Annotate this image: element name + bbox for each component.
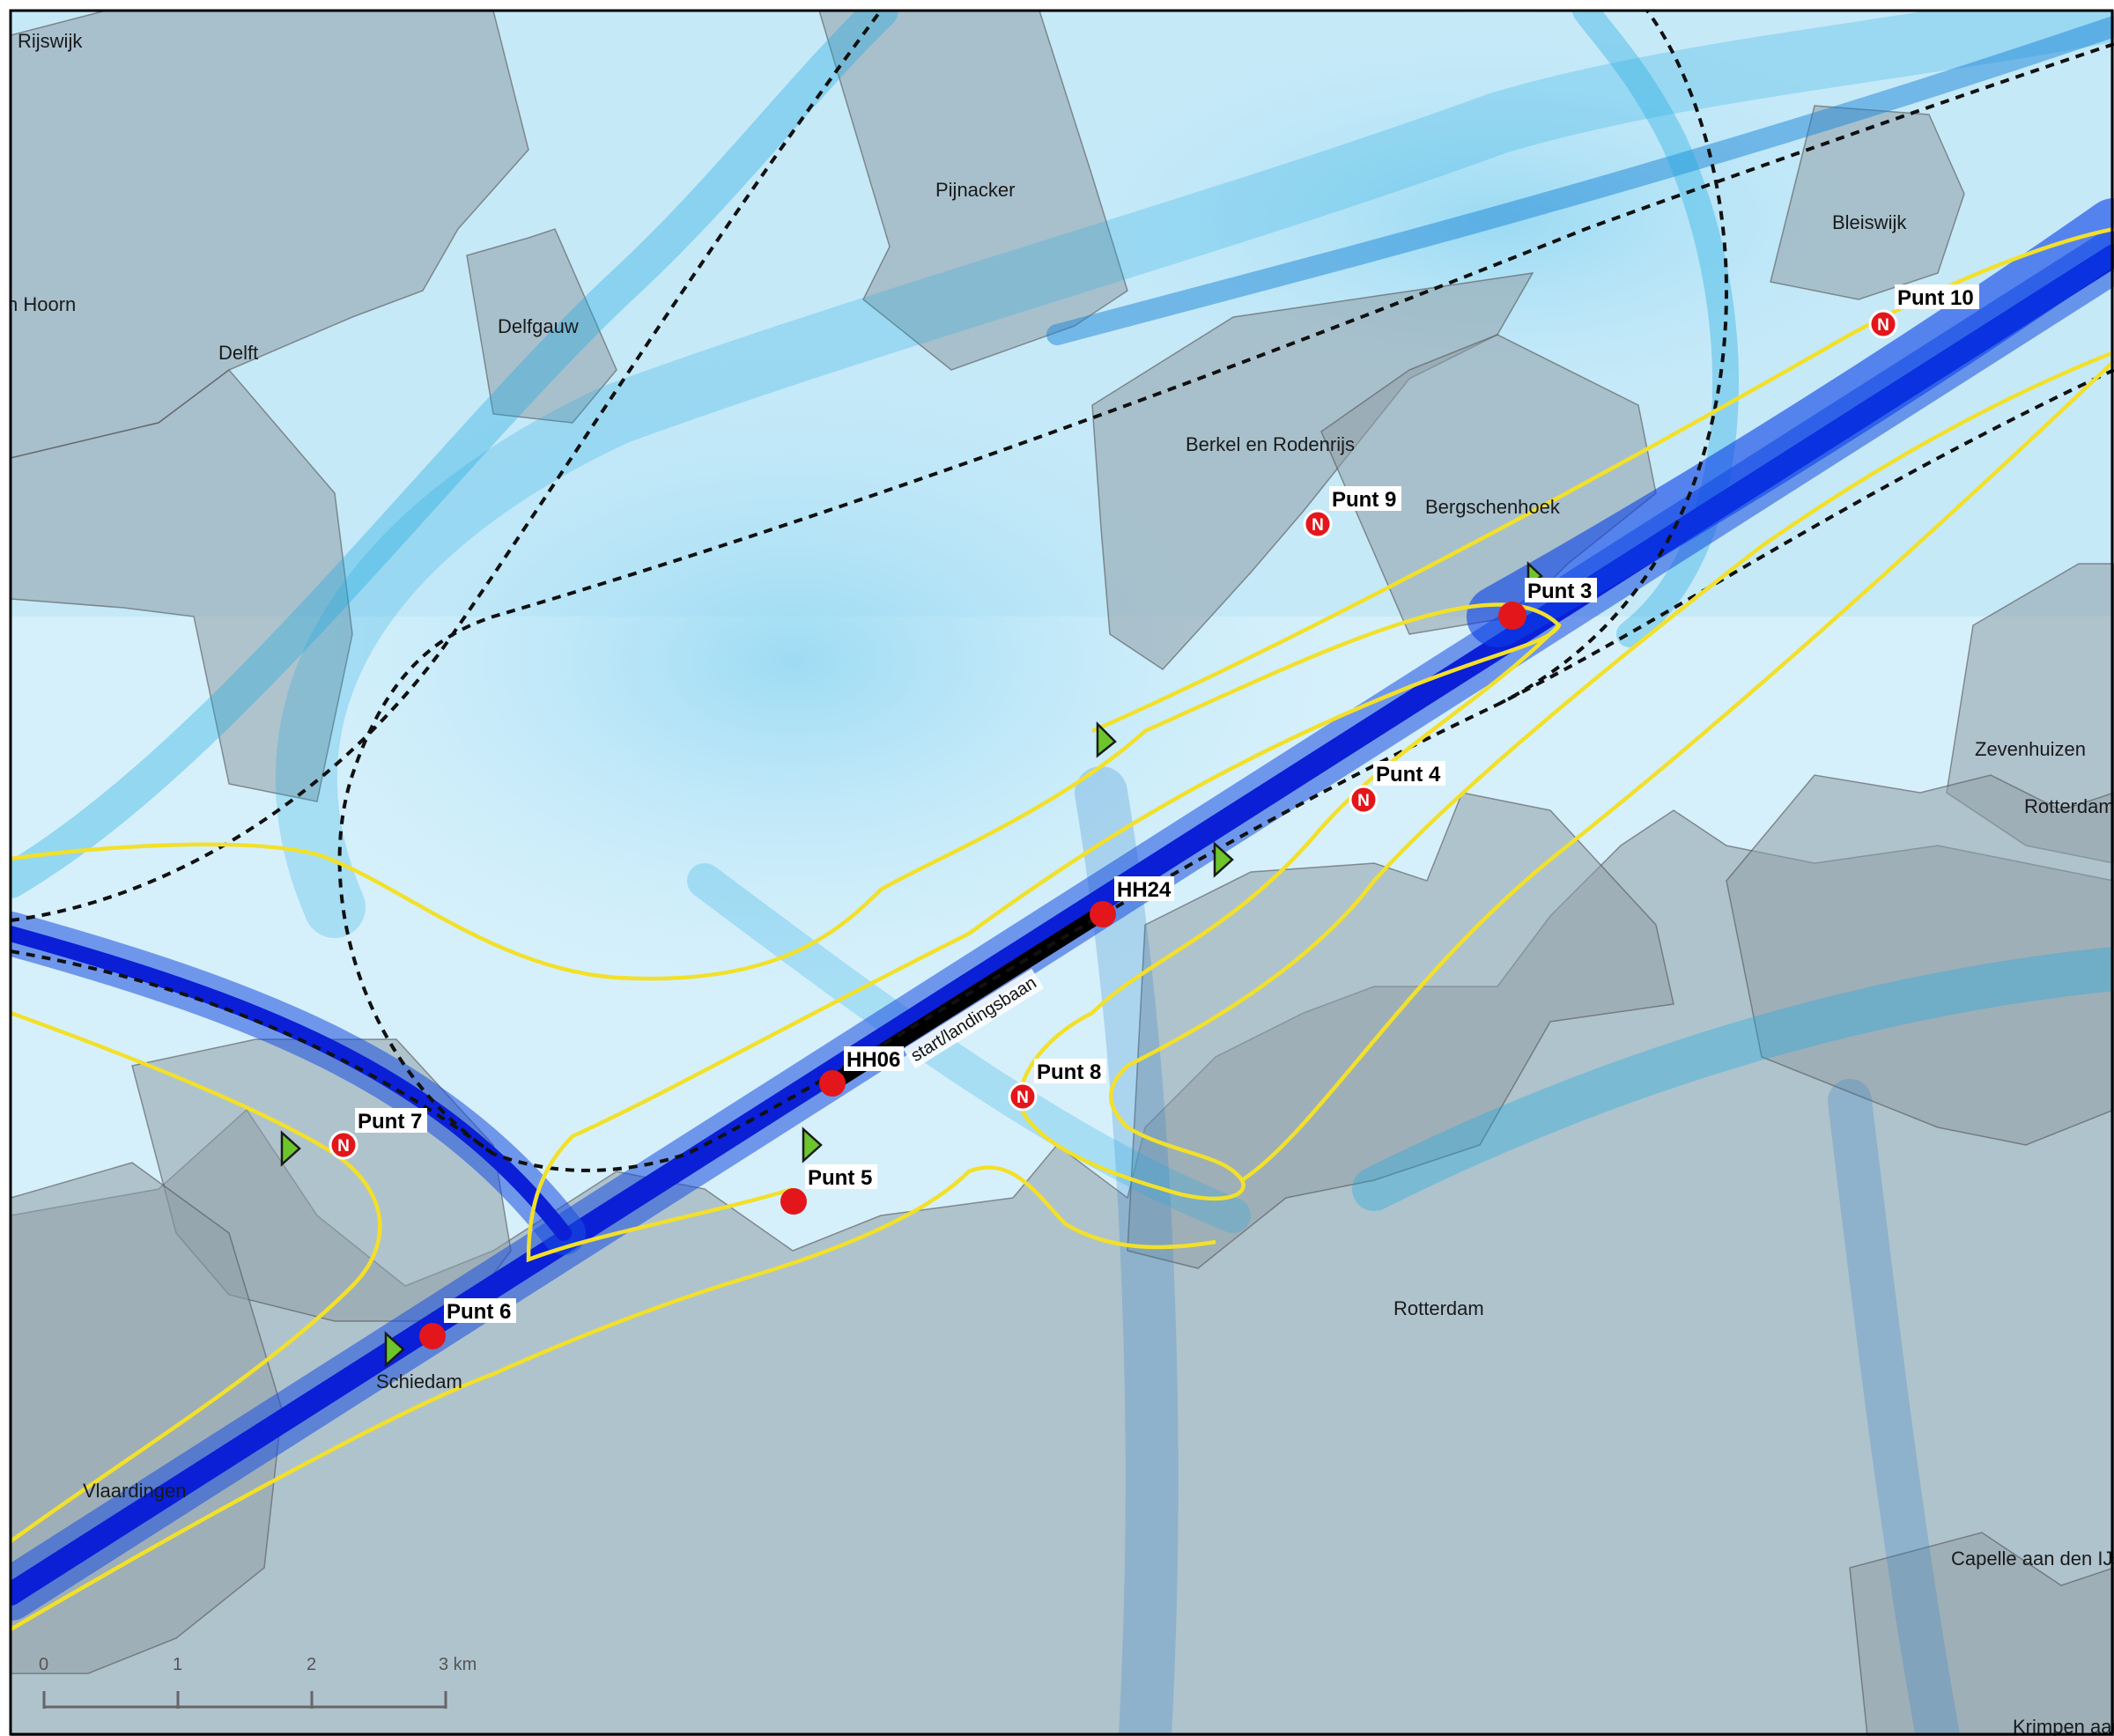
label-punt5: Punt 5 bbox=[808, 1166, 872, 1190]
label-punt6: Punt 6 bbox=[447, 1300, 511, 1324]
yellow-contour-south bbox=[11, 1165, 1216, 1631]
place-schiedam: Schiedam bbox=[376, 1370, 462, 1392]
place-bleiswijk: Bleiswijk bbox=[1832, 211, 1907, 233]
point-marker-8[interactable]: N bbox=[1008, 1082, 1038, 1112]
place-delfgauw: Delfgauw bbox=[498, 315, 579, 337]
place-hoorn: n Hoorn bbox=[7, 293, 76, 315]
scale-tick-1: 1 bbox=[173, 1655, 182, 1674]
point-marker-10[interactable]: N bbox=[1868, 309, 1898, 339]
arrow-icon bbox=[280, 1130, 301, 1167]
yellow-contour-north bbox=[11, 602, 1562, 1263]
scale-bar: 0 1 2 3 km bbox=[39, 1655, 477, 1709]
point-marker-3[interactable] bbox=[1498, 602, 1526, 630]
scale-tick-3: 3 km bbox=[439, 1655, 477, 1674]
label-punt3: Punt 3 bbox=[1527, 580, 1592, 603]
track-cross-1 bbox=[687, 863, 1251, 1233]
scale-tick-2: 2 bbox=[307, 1655, 316, 1674]
place-krimpen: Krimpen aan bbox=[2013, 1716, 2114, 1736]
point-labels: Punt 3 Punt 4 Punt 5 Punt 6 Punt 7 Punt … bbox=[355, 284, 1979, 1324]
label-punt10: Punt 10 bbox=[1897, 286, 1974, 310]
runway-corridor bbox=[11, 198, 2114, 1621]
point-marker-5[interactable] bbox=[780, 1188, 807, 1215]
track-south-2 bbox=[1828, 1079, 1960, 1736]
point-marker-hh24[interactable] bbox=[1090, 901, 1116, 927]
place-berkel: Berkel en Rodenrijs bbox=[1186, 433, 1355, 455]
corridor-west-inner bbox=[11, 926, 572, 1241]
svg-text:N: N bbox=[1312, 516, 1324, 535]
area-delfgauw bbox=[466, 228, 617, 424]
place-pijnacker: Pijnacker bbox=[935, 179, 1015, 201]
label-punt4: Punt 4 bbox=[1376, 763, 1441, 787]
scale-tick-0: 0 bbox=[39, 1655, 48, 1674]
svg-text:N: N bbox=[337, 1137, 350, 1156]
arrow-icon bbox=[1096, 720, 1117, 758]
place-rotterdam: Rotterdam bbox=[1393, 1297, 1484, 1319]
label-hh24: HH24 bbox=[1117, 878, 1172, 902]
label-hh06: HH06 bbox=[846, 1048, 900, 1072]
builtup-areas bbox=[11, 11, 2114, 1736]
place-rijswijk: Rijswijk bbox=[18, 30, 83, 52]
track-north-arc bbox=[275, 11, 2114, 938]
area-bleiswijk bbox=[1770, 105, 1965, 300]
label-punt9: Punt 9 bbox=[1332, 488, 1396, 512]
point-marker-9[interactable]: N bbox=[1303, 509, 1333, 539]
track-east-horizontal bbox=[1352, 947, 2114, 1211]
label-punt7: Punt 7 bbox=[358, 1110, 422, 1134]
point-marker-7[interactable]: N bbox=[329, 1130, 358, 1160]
point-marker-6[interactable] bbox=[419, 1323, 446, 1349]
arrow-icon bbox=[1213, 841, 1234, 878]
place-rotterdam-east: Rotterdam bbox=[2024, 795, 2114, 817]
area-rotterdam-east bbox=[1726, 774, 2114, 1146]
route-arrows bbox=[280, 561, 1543, 1368]
map-frame bbox=[9, 9, 2114, 1736]
place-delft: Delft bbox=[218, 342, 258, 364]
place-names: Rijswijk n Hoorn Delft Delfgauw Pijnacke… bbox=[7, 30, 2114, 1736]
area-capelle bbox=[1849, 1532, 2114, 1736]
track-delft-west bbox=[11, 11, 898, 898]
label-punt8: Punt 8 bbox=[1037, 1060, 1101, 1084]
arrow-icon bbox=[384, 1331, 405, 1368]
flight-tracks bbox=[11, 11, 2114, 1736]
point-marker-hh06[interactable] bbox=[819, 1070, 846, 1097]
point-marker-4[interactable]: N bbox=[1349, 785, 1379, 815]
track-ne-upper bbox=[1046, 16, 2114, 345]
dashed-contour-west bbox=[11, 11, 883, 922]
area-delft-south bbox=[11, 368, 353, 802]
place-vlaardingen: Vlaardingen bbox=[83, 1480, 186, 1502]
yellow-contour-west bbox=[11, 1010, 382, 1543]
corridor-ne-outer bbox=[1467, 198, 2114, 647]
place-capelle: Capelle aan den IJs bbox=[1951, 1548, 2114, 1570]
measure-points: N N N N N bbox=[329, 309, 1898, 1349]
area-rotterdam-north bbox=[1127, 792, 1674, 1269]
place-zevenhuizen: Zevenhuizen bbox=[1975, 738, 2086, 760]
svg-text:N: N bbox=[1877, 316, 1889, 335]
svg-text:N: N bbox=[1357, 792, 1370, 810]
arrow-icon bbox=[802, 1127, 823, 1163]
yellow-contour-ne bbox=[1091, 226, 2114, 1182]
place-bergschenhoek: Bergschenhoek bbox=[1425, 496, 1561, 518]
svg-text:N: N bbox=[1016, 1089, 1029, 1107]
